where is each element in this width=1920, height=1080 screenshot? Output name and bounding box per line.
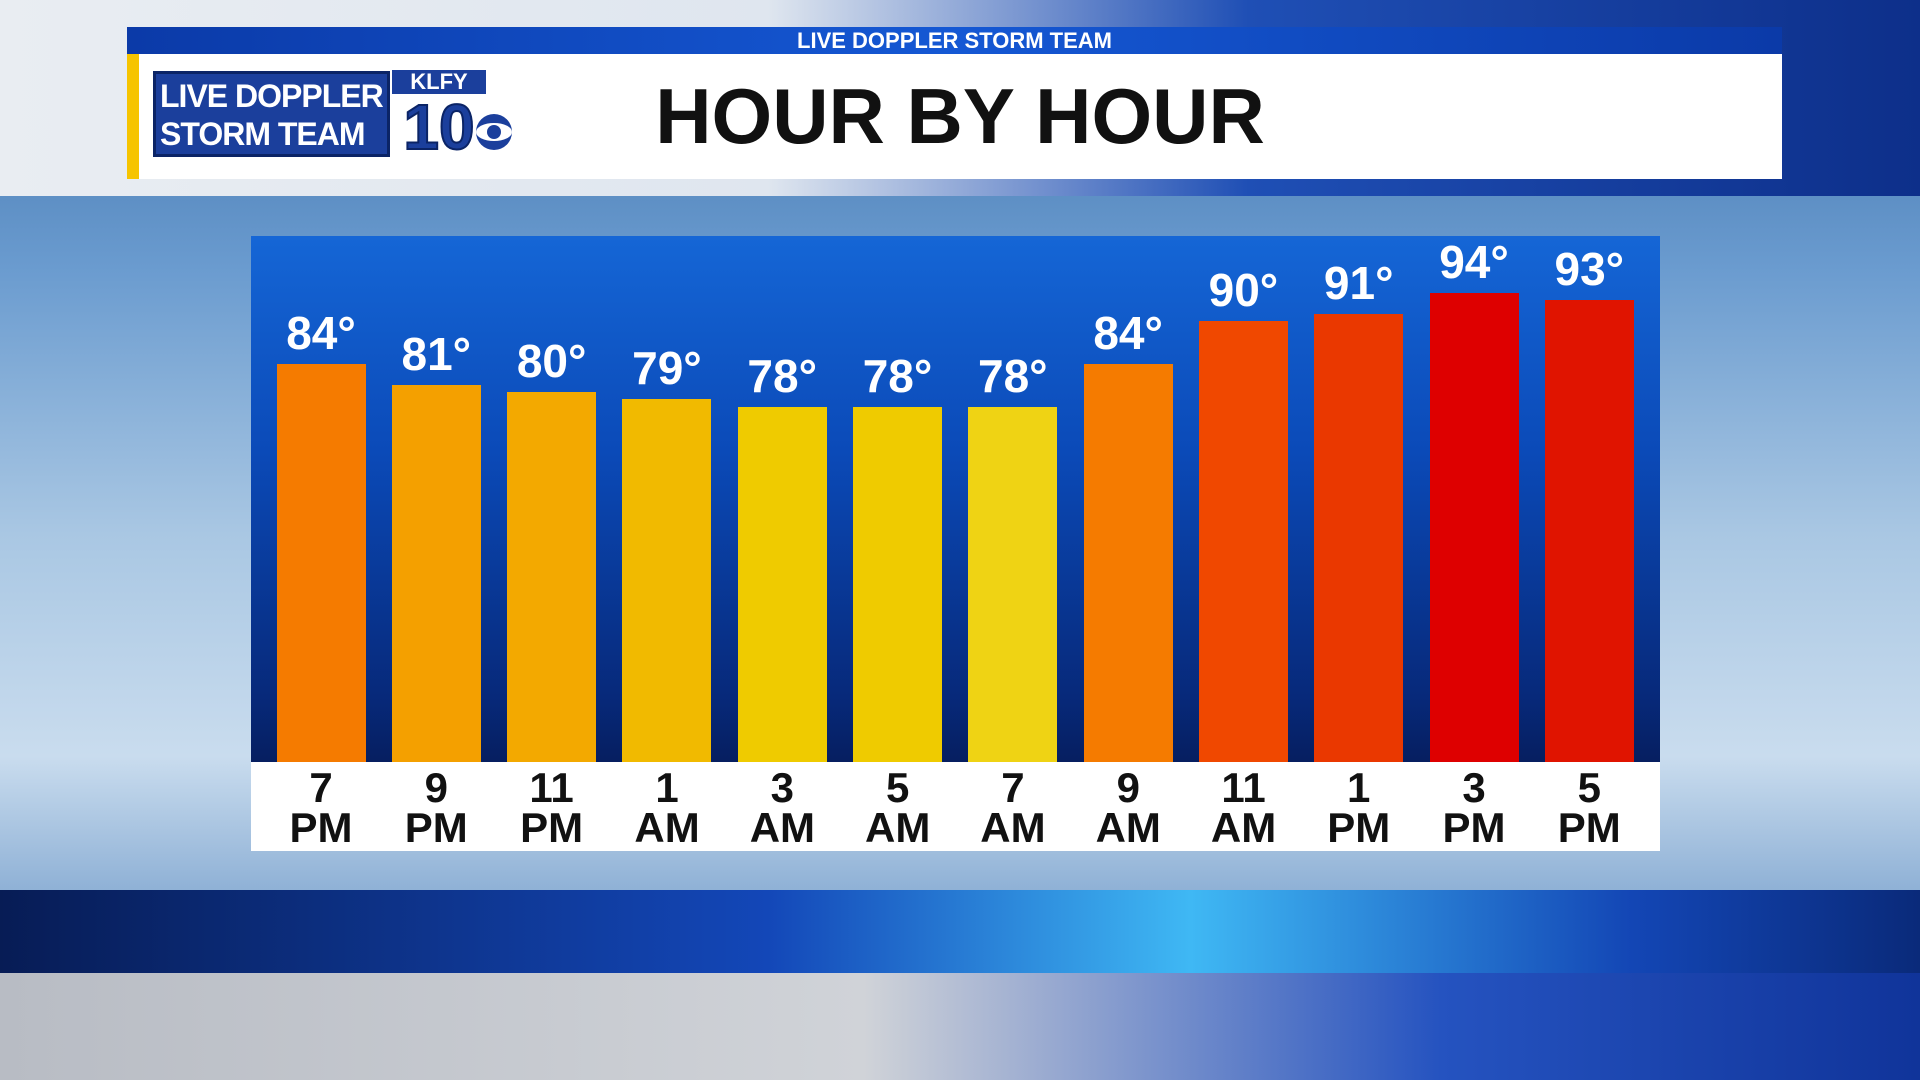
channel-number: 10 [402,90,475,164]
value-label: 91° [1323,257,1394,310]
chart-panel [251,236,1660,851]
value-label: 78° [862,349,933,402]
logo-line: STORM TEAM [160,116,366,152]
x-tick-label: 9 AM [1095,764,1161,851]
bar [1083,363,1173,762]
x-tick-label: 11 PM [520,764,584,851]
bar [276,363,366,762]
x-tick-label: 5 AM [865,764,931,851]
bar [622,399,712,762]
value-label: 84° [286,306,356,359]
bar [1544,299,1634,762]
x-tick-label: 7 AM [980,764,1046,851]
banner: LIVE DOPPLER STORM TEAM [127,27,1782,54]
bar [1198,321,1288,762]
bar [1314,314,1404,762]
x-tick-label: 3 AM [749,764,816,851]
network-eye [476,114,512,150]
x-tick-label: 3 PM [1442,764,1506,851]
value-label: 78° [978,349,1048,402]
value-label: 78° [747,349,817,402]
x-tick-label: 5 PM [1557,764,1621,851]
label-strip [251,762,1660,851]
value-label: 79° [632,342,702,395]
value-label: 81° [401,328,472,381]
value-label: 94° [1439,235,1509,288]
x-tick-label: 11 AM [1210,764,1277,851]
logo-line: LIVE DOPPLER [160,78,384,114]
bar [737,406,827,762]
station-name: KLFY [392,70,486,94]
bar [391,385,481,762]
bottom-background [0,973,1920,1080]
value-label: 90° [1208,264,1279,317]
x-tick-label: 7 PM [289,764,353,851]
value-label: 80° [516,335,587,388]
chart-title: HOUR BY HOUR [655,72,1265,160]
station-logo: KLFY 10 [392,70,512,164]
x-tick-label: 1 AM [634,764,700,851]
logo: LIVE DOPPLER STORM TEAM [153,71,390,157]
bar [853,406,942,762]
bar [1429,292,1519,762]
bar [507,392,597,762]
x-tick-label: 1 PM [1327,764,1391,851]
bar [968,406,1058,762]
value-label: 93° [1554,242,1625,295]
x-tick-label: 9 PM [404,764,468,851]
value-label: 84° [1093,306,1163,359]
lower-bar [0,890,1920,973]
